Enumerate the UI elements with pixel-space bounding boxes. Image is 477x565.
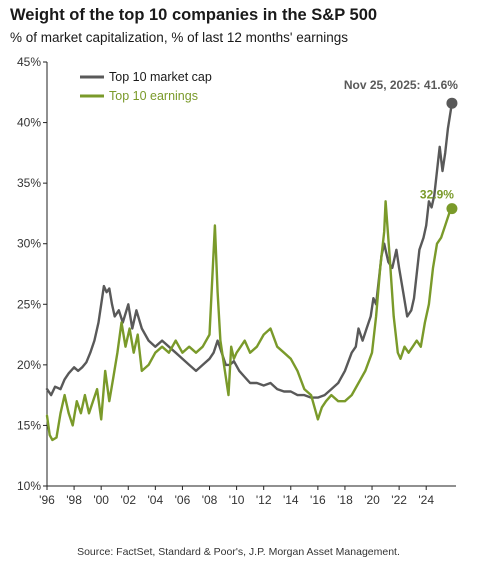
market-cap-end-marker	[446, 97, 458, 109]
x-tick-label: '10	[229, 493, 245, 507]
y-tick-label: 45%	[17, 55, 41, 69]
x-tick-label: '00	[93, 493, 109, 507]
x-tick-label: '12	[256, 493, 272, 507]
source-note: Source: FactSet, Standard & Poor's, J.P.…	[77, 546, 400, 558]
earnings-annotation: 32.9%	[420, 188, 454, 202]
y-tick-label: 30%	[17, 237, 41, 251]
y-tick-label: 15%	[17, 418, 41, 432]
x-tick-label: '08	[202, 493, 218, 507]
y-tick-label: 10%	[17, 479, 41, 493]
earnings-end-marker	[446, 203, 458, 215]
market-cap-annotation: Nov 25, 2025: 41.6%	[344, 78, 458, 92]
y-tick-label: 25%	[17, 297, 41, 311]
legend: Top 10 market cap Top 10 earnings	[80, 70, 212, 103]
x-tick-label: '04	[148, 493, 164, 507]
y-tick-label: 35%	[17, 176, 41, 190]
x-tick-label: '18	[337, 493, 353, 507]
chart-subtitle: % of market capitalization, % of last 12…	[10, 30, 348, 45]
chart-title: Weight of the top 10 companies in the S&…	[10, 6, 378, 24]
x-tick-label: '16	[310, 493, 326, 507]
y-tick-label: 20%	[17, 358, 41, 372]
legend-label-earnings: Top 10 earnings	[109, 89, 198, 103]
x-tick-label: '14	[283, 493, 299, 507]
x-tick-label: '24	[418, 493, 434, 507]
line-chart: 10% 15% 20% 25% 30% 35% 40% 45% '96 '98 '00 '02 '04 '…	[17, 55, 458, 507]
series-lines	[45, 102, 454, 442]
x-tick-label: '20	[364, 493, 380, 507]
legend-label-market-cap: Top 10 market cap	[109, 70, 212, 84]
annotations: Nov 25, 2025: 41.6% 32.9%	[344, 78, 458, 215]
market-cap-line	[45, 102, 454, 399]
x-tick-label: '22	[391, 493, 407, 507]
x-tick-label: '06	[175, 493, 191, 507]
y-tick-label: 40%	[17, 116, 41, 130]
x-tick-label: '98	[66, 493, 82, 507]
x-tick-label: '02	[120, 493, 136, 507]
earnings-line	[45, 200, 454, 442]
axes: 10% 15% 20% 25% 30% 35% 40% 45% '96 '98 '00 '02 '04 '…	[17, 55, 456, 507]
x-tick-label: '96	[39, 493, 55, 507]
